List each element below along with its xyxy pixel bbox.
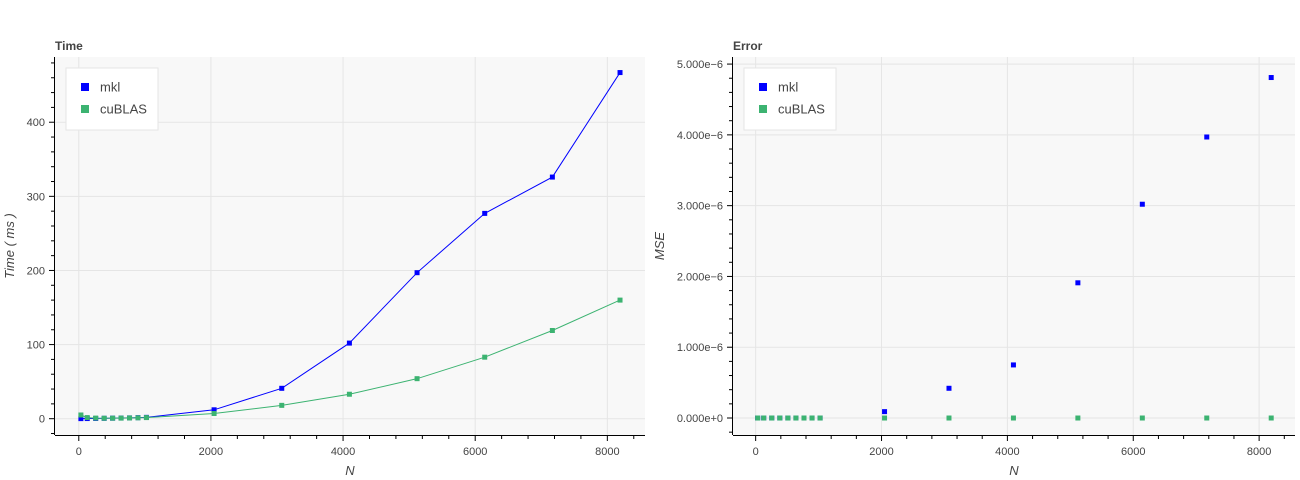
data-point-mkl [617,70,623,76]
y-tick-label: 300 [27,191,45,203]
data-point-cublas [617,297,623,303]
data-point-cublas [785,415,791,421]
x-axis-label: N [345,463,355,478]
data-point-cublas [279,402,285,408]
legend-label-cublas: cuBLAS [778,102,825,117]
legend-swatch-cublas [81,105,89,113]
legend-label-mkl: mkl [778,80,798,95]
data-point-mkl [946,385,952,391]
y-tick-label: 5.000e−6 [677,59,723,71]
series-line-cublas [80,299,621,419]
x-tick-label: 8000 [1247,446,1271,458]
data-point-cublas [1268,415,1274,421]
y-tick-label: 200 [27,265,45,277]
data-point-mkl [1075,280,1081,286]
data-point-cublas [793,415,799,421]
data-point-cublas [143,415,149,421]
x-tick-label: 4000 [331,446,355,458]
legend-box [743,67,837,131]
legend-swatch-mkl [759,83,767,91]
data-point-cublas [78,412,84,418]
data-point-cublas [777,415,783,421]
data-point-cublas [882,415,888,421]
data-point-mkl [211,407,217,413]
data-point-mkl [1268,75,1274,81]
y-tick-label: 3.000e−6 [677,201,723,213]
data-point-cublas [135,415,141,421]
legend-box [65,67,159,131]
legend-swatch-mkl [81,83,89,91]
x-tick-label: 6000 [1121,446,1145,458]
data-point-cublas [946,415,952,421]
data-point-mkl [1010,362,1016,368]
data-point-mkl [482,210,488,216]
data-point-cublas [549,327,555,333]
legend-label-cublas: cuBLAS [100,102,147,117]
data-point-cublas [84,415,90,421]
x-tick-label: 2000 [199,446,223,458]
legend: mkl cuBLAS [743,67,837,131]
data-point-mkl [279,385,285,391]
data-point-cublas [211,411,217,417]
data-point-mkl [549,174,555,180]
x-tick-label: 0 [753,446,759,458]
data-point-cublas [801,415,807,421]
y-tick-label: 100 [27,340,45,352]
data-point-cublas [1204,415,1210,421]
error-chart: 0 2000 4000 6000 8000 0.000e+0 1.000e−6 2.000e−… [652,39,1295,478]
x-tick-label: 6000 [463,446,487,458]
y-axis-label: Time ( ms ) [2,213,17,279]
data-point-cublas [769,415,775,421]
data-point-cublas [1139,415,1145,421]
y-tick-label: 0.000e+0 [677,413,723,425]
data-point-mkl [1139,201,1145,207]
data-point-cublas [761,415,767,421]
x-tick-label: 2000 [869,446,893,458]
data-point-cublas [1010,415,1016,421]
data-point-cublas [482,354,488,360]
data-point-cublas [93,415,99,421]
y-tick-label: 2.000e−6 [677,271,723,283]
data-point-cublas [346,391,352,397]
y-tick-label: 0 [39,414,45,426]
time-chart: 0 2000 4000 6000 8000 0 100 200 300 400 N Time ( ms… [2,39,645,478]
y-tick-label: 1.000e−6 [677,342,723,354]
data-point-cublas [817,415,823,421]
data-point-mkl [346,340,352,346]
x-tick-label: 8000 [595,446,619,458]
legend-swatch-cublas [759,105,767,113]
data-point-cublas [127,415,133,421]
data-point-cublas [110,415,116,421]
legend-label-mkl: mkl [100,80,120,95]
y-axis-label: MSE [652,232,667,261]
data-point-cublas [1075,415,1081,421]
data-point-cublas [118,415,124,421]
legend: mkl cuBLAS [65,67,159,131]
data-point-mkl [1204,134,1210,140]
x-tick-label: 0 [76,446,82,458]
chart-title: Time [55,39,83,53]
data-point-cublas [101,415,107,421]
data-point-mkl [78,416,84,422]
data-point-mkl [882,409,888,415]
y-tick-label: 4.000e−6 [677,130,723,142]
x-axis-label: N [1009,463,1019,478]
chart-title: Error [733,39,763,53]
data-point-mkl [414,270,420,276]
data-point-cublas [414,376,420,382]
data-point-cublas [755,415,761,421]
data-point-cublas [809,415,815,421]
y-tick-label: 400 [27,117,45,129]
x-tick-label: 4000 [995,446,1019,458]
